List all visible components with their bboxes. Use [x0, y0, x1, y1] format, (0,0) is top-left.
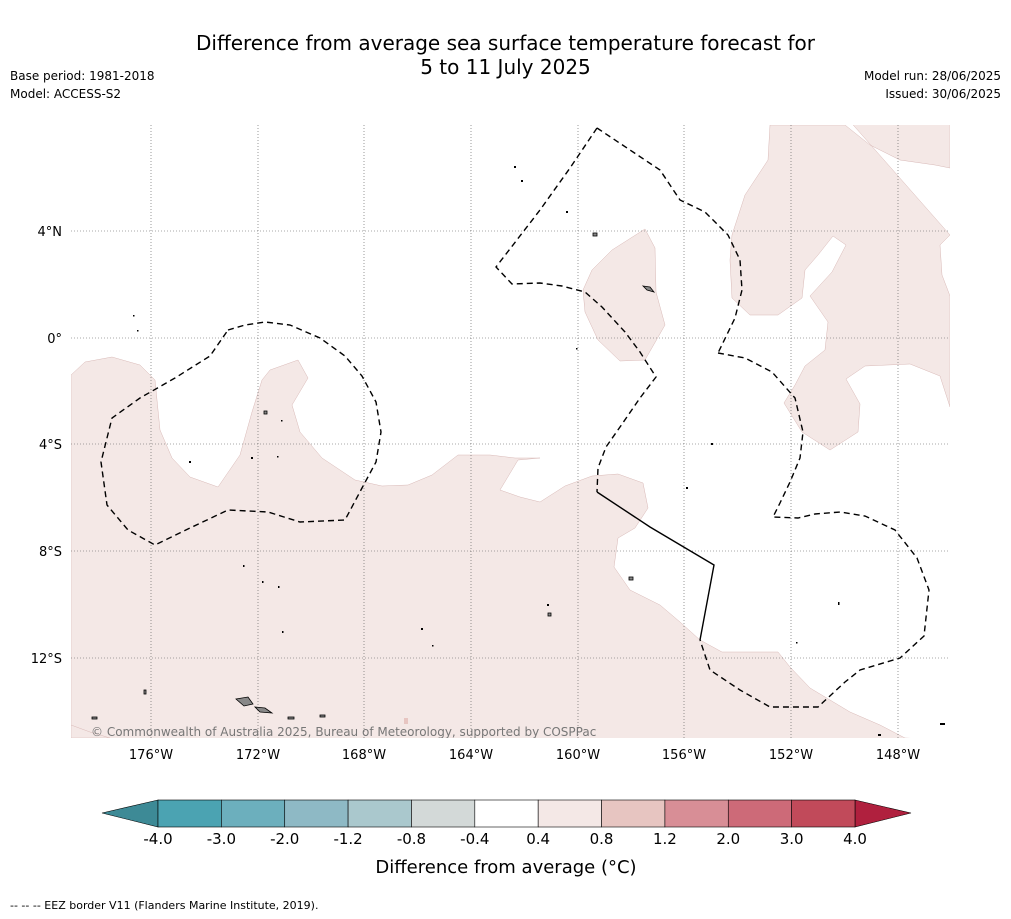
island-speck-3 — [143, 689, 147, 695]
latitude-labels: 4°N 0° 4°S 8°S 12°S — [31, 225, 62, 667]
colorbar-tick-label: -1.2 — [333, 830, 362, 848]
lon-label-152w: 152°W — [769, 748, 813, 763]
island-speck-8 — [547, 612, 552, 617]
colorbar-tick-label: 0.4 — [526, 830, 550, 848]
colorbar-tick-label: 2.0 — [716, 830, 740, 848]
colorbar-tick-label: 0.8 — [590, 830, 614, 848]
colorbar-tick-label: -2.0 — [270, 830, 299, 848]
title-line-2: 5 to 11 July 2025 — [420, 55, 591, 79]
model-name: Model: ACCESS-S2 — [10, 87, 122, 101]
island-samoa-small — [253, 706, 274, 714]
colorbar-ticks: -4.0 -3.0 -2.0 -1.2 -0.8 -0.4 0.4 0.8 1.2 2.0 3.0 4… — [143, 830, 867, 848]
colorbar-segment — [664, 799, 729, 828]
lat-label-0: 0° — [47, 332, 62, 347]
lon-label-176w: 176°W — [129, 748, 173, 763]
colorbar-segment — [474, 799, 539, 828]
anomaly-region-southwest-corner — [71, 724, 111, 738]
anomaly-region-central — [582, 228, 666, 362]
islands — [91, 232, 656, 720]
colorbar-segment — [411, 799, 476, 828]
lon-label-172w: 172°W — [236, 748, 280, 763]
gridlines — [71, 125, 950, 738]
colorbar-tick-label: 3.0 — [780, 830, 804, 848]
island-speck-1 — [592, 232, 598, 237]
longitude-labels: 176°W 172°W 168°W 164°W 160°W 156°W 152°… — [129, 748, 920, 763]
map-area: © Commonwealth of Australia 2025, Bureau… — [71, 125, 950, 739]
eez-border-central — [495, 127, 657, 493]
lat-label-4s: 4°S — [39, 438, 62, 453]
colorbar-tick-label: -3.0 — [207, 830, 236, 848]
colorbar-segment — [284, 799, 349, 828]
lon-label-148w: 148°W — [876, 748, 920, 763]
eez-border-east — [699, 352, 930, 708]
colorbar-under-arrow — [101, 799, 159, 828]
eez-border-west — [100, 321, 382, 546]
eez-border-solid — [596, 491, 715, 641]
anomaly-region-southwest — [71, 356, 911, 738]
eez-footer-note: -- -- -- EEZ border V11 (Flanders Marine… — [10, 899, 319, 912]
lon-label-160w: 160°W — [556, 748, 600, 763]
colorbar-segment — [221, 799, 286, 828]
lat-label-8s: 8°S — [39, 545, 62, 560]
base-period: Base period: 1981-2018 — [10, 69, 155, 83]
colorbar-segment — [537, 799, 602, 828]
island-speck-5 — [287, 716, 295, 720]
colorbar-segments — [157, 799, 856, 828]
issued-date: Issued: 30/06/2025 — [885, 87, 1001, 101]
colorbar-label: Difference from average (°C) — [375, 857, 636, 878]
colorbar-segment — [347, 799, 412, 828]
colorbar-tick-label: 4.0 — [843, 830, 867, 848]
colorbar-segment — [601, 799, 666, 828]
credit-text: © Commonwealth of Australia 2025, Bureau… — [91, 725, 596, 739]
island-speck-6 — [319, 714, 326, 718]
anomaly-region-northeast — [729, 125, 950, 451]
title-line-1: Difference from average sea surface temp… — [195, 31, 815, 55]
lon-label-156w: 156°W — [662, 748, 706, 763]
eez-borders — [100, 127, 930, 708]
lon-label-164w: 164°W — [449, 748, 493, 763]
island-speck-2 — [263, 410, 268, 415]
colorbar-segment — [157, 799, 222, 828]
lon-label-168w: 168°W — [342, 748, 386, 763]
colorbar-tick-label: -0.4 — [460, 830, 489, 848]
island-kiribati — [641, 285, 656, 293]
atolls — [133, 166, 945, 736]
meta-left: Base period: 1981-2018 Model: ACCESS-S2 — [10, 67, 155, 103]
colorbar-segment — [727, 799, 792, 828]
lat-label-12s: 12°S — [31, 652, 62, 667]
meta-right: Model run: 28/06/2025 Issued: 30/06/2025 — [864, 67, 1001, 103]
island-speck-7 — [628, 576, 634, 581]
colorbar: -4.0 -3.0 -2.0 -1.2 -0.8 -0.4 0.4 0.8 1.2 2.0 3.0 4… — [101, 799, 912, 878]
colorbar-tick-label: -4.0 — [143, 830, 172, 848]
model-run: Model run: 28/06/2025 — [863, 69, 1001, 83]
colorbar-tick-label: 1.2 — [653, 830, 677, 848]
colorbar-segment — [791, 799, 856, 828]
eez-border-central-north — [596, 127, 743, 354]
map-title: Difference from average sea surface temp… — [0, 31, 1011, 79]
colorbar-tick-label: -0.8 — [397, 830, 426, 848]
island-speck-4 — [91, 716, 98, 720]
colorbar-over-arrow — [854, 799, 912, 828]
island-samoa — [235, 696, 254, 707]
lat-label-4n: 4°N — [38, 225, 63, 240]
